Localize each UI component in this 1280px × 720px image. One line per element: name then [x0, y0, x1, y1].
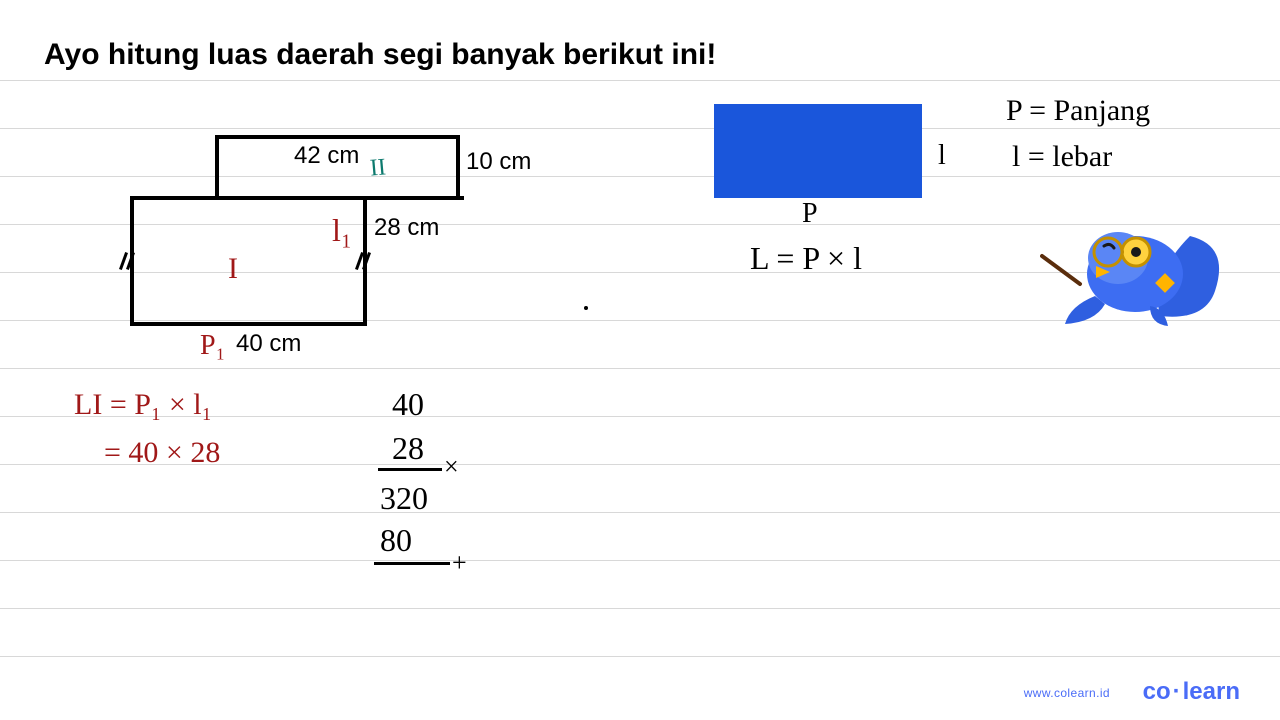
mult-op-2: +	[452, 548, 467, 578]
footer-logo: co·learn	[1143, 678, 1240, 706]
label-top-width: 42 cm	[294, 142, 359, 170]
rule-line	[0, 560, 1280, 561]
footer-logo-left: co	[1143, 678, 1171, 705]
rule-line	[0, 368, 1280, 369]
side-label-p: P	[802, 198, 818, 230]
region-1-label: I	[228, 252, 238, 286]
label-bottom-width: 40 cm	[236, 330, 301, 358]
l1-label: l₁	[332, 212, 352, 249]
tick-mark-left	[122, 252, 142, 270]
mult-b: 28	[392, 430, 424, 467]
region-2-label: II	[369, 154, 387, 182]
rule-line	[0, 512, 1280, 513]
rule-line	[0, 656, 1280, 657]
mult-a: 40	[392, 386, 424, 423]
label-mid-height: 28 cm	[374, 214, 439, 242]
side-label-l: l	[938, 140, 946, 172]
mult-partial-2: 80	[380, 522, 412, 559]
area-formula: L = P × l	[750, 240, 862, 277]
stray-dot	[584, 306, 588, 310]
reference-rectangle	[714, 104, 922, 198]
rule-line	[0, 608, 1280, 609]
tick-mark-right	[358, 252, 378, 270]
rule-line	[0, 176, 1280, 177]
footer-url: www.colearn.id	[1024, 686, 1110, 700]
equation-line-1: LI = P₁ × l₁	[74, 388, 212, 422]
legend-l: l = lebar	[1012, 140, 1112, 174]
mult-partial-1: 320	[380, 480, 428, 517]
mult-op: ×	[444, 452, 459, 482]
mascot-bird-icon	[1040, 196, 1220, 326]
footer-logo-right: learn	[1183, 678, 1240, 705]
p1-label: P₁	[200, 330, 225, 362]
mult-bar-1	[378, 468, 442, 471]
rule-line	[0, 80, 1280, 81]
shape-top-bottom-edge	[367, 196, 464, 200]
page-title: Ayo hitung luas daerah segi banyak berik…	[44, 38, 716, 72]
mult-bar-2	[374, 562, 450, 565]
rule-line	[0, 128, 1280, 129]
legend-p: P = Panjang	[1006, 94, 1150, 128]
equation-line-2: = 40 × 28	[104, 436, 220, 470]
label-top-height: 10 cm	[466, 148, 531, 176]
